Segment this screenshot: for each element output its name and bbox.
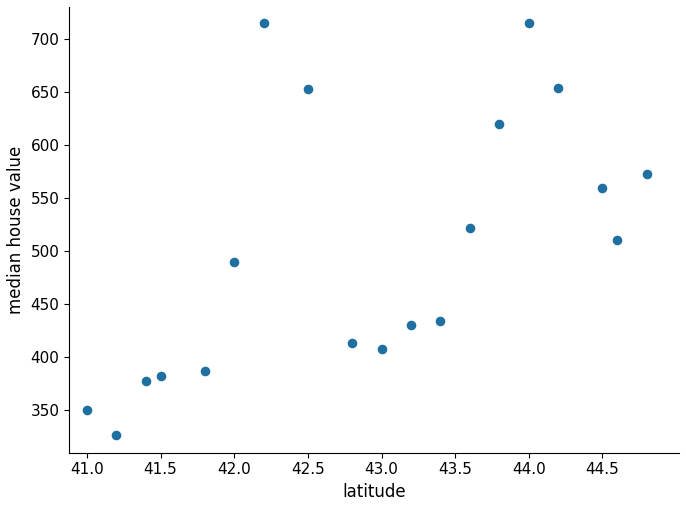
Point — [111, 431, 122, 439]
Point — [523, 19, 534, 27]
Point — [641, 170, 652, 178]
Point — [228, 258, 239, 266]
Y-axis label: median house value: median house value — [7, 146, 25, 314]
Point — [82, 406, 93, 415]
Point — [612, 236, 623, 244]
Point — [141, 376, 152, 385]
Point — [494, 120, 505, 128]
Point — [258, 19, 269, 27]
Point — [376, 345, 387, 353]
Point — [155, 372, 166, 380]
Point — [346, 339, 357, 347]
Point — [597, 184, 608, 193]
Point — [199, 367, 210, 375]
Point — [435, 317, 446, 325]
Point — [553, 83, 564, 91]
Point — [464, 224, 475, 232]
Point — [303, 85, 314, 93]
X-axis label: latitude: latitude — [342, 483, 406, 501]
Point — [405, 322, 416, 330]
